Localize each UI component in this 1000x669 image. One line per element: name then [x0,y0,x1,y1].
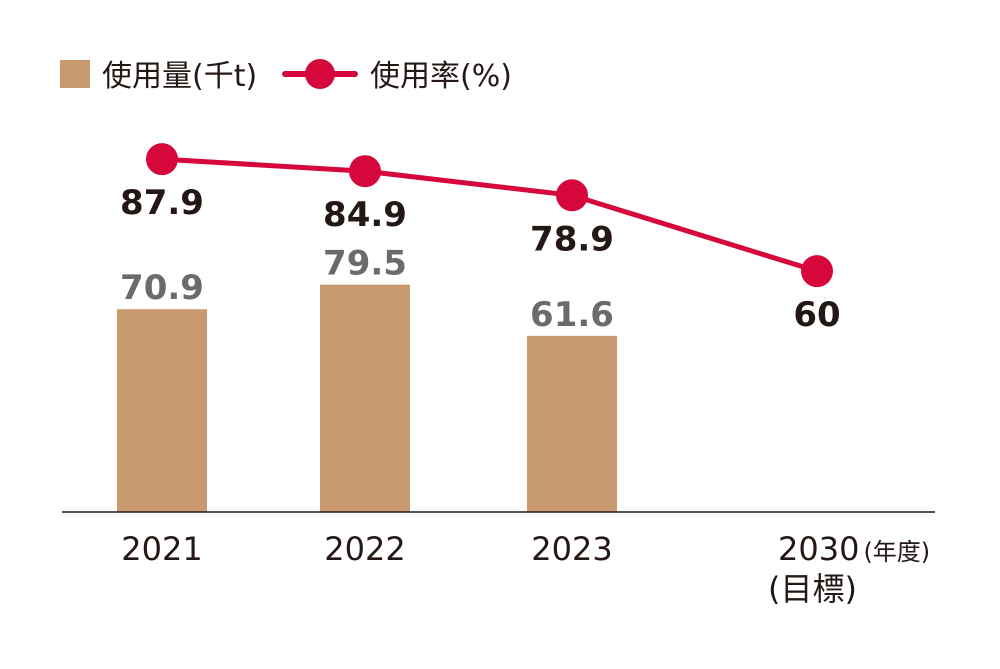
legend-bar-label: 使用量(千t) [102,59,257,94]
legend: 使用量(千t) 使用率(%) [60,59,512,94]
x-tick-label: 2021 [121,530,202,568]
legend-bar-swatch [60,60,90,88]
bar-value-label: 61.6 [530,295,614,335]
bars [117,284,617,512]
legend-line-marker [305,59,335,89]
x-unit-label: (年度) [863,538,930,566]
bar-2022 [320,284,410,512]
bar-2021 [117,309,207,512]
rate-value-label: 60 [793,295,840,335]
bar-2023 [527,335,617,512]
rate-value-label: 87.9 [120,183,204,223]
x-tick-label: 2023 [531,530,612,568]
rate-value-label: 84.9 [323,195,407,235]
rate-point-2021 [146,143,178,176]
labels: 70.9 79.5 61.6 87.9 84.9 78.9 60 2021 2022 2023 20… [120,183,930,608]
x-tick-label: 2022 [324,530,405,568]
rate-point-2023 [556,179,588,212]
rate-line-path [161,156,818,274]
legend-line-label: 使用率(%) [370,59,512,94]
rate-point-2030 [801,255,833,288]
rate-value-label: 78.9 [530,219,614,259]
target-note: (目標) [768,570,857,608]
bar-value-label: 70.9 [120,268,204,308]
x-tick-label: 2030 (年度) [778,530,930,568]
bar-value-label: 79.5 [323,244,407,284]
rate-line [146,143,833,288]
rate-point-2022 [349,155,381,188]
